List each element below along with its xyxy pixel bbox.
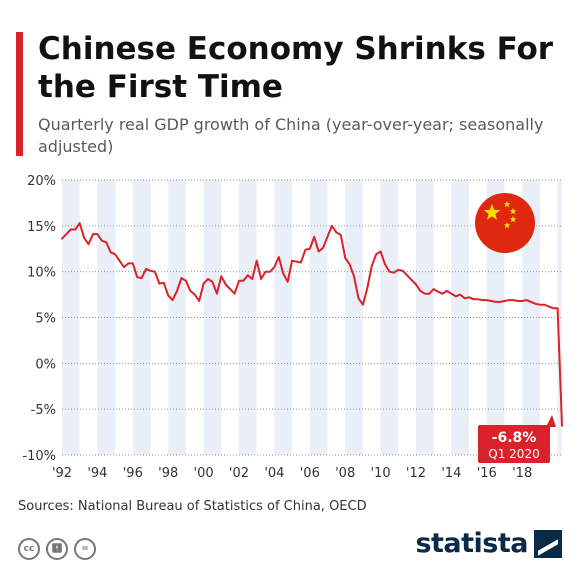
- x-tick-label: '04: [264, 466, 284, 481]
- statista-logo: statista: [415, 528, 562, 559]
- year-band: [309, 180, 328, 455]
- x-tick-label: '96: [123, 466, 143, 481]
- flag-small-star: [503, 201, 511, 208]
- china-flag-icon: [475, 193, 535, 253]
- x-tick-label: '10: [371, 466, 391, 481]
- x-tick-label: '14: [441, 466, 461, 481]
- year-band: [522, 180, 540, 455]
- flag-small-star: [503, 222, 511, 229]
- flag-big-star: [483, 204, 501, 220]
- gdp-growth-line-chart: 20%15%10%5%0%-5%-10% '92'94'96'98'00'02 '…: [22, 174, 563, 481]
- x-tick-label: '92: [52, 466, 72, 481]
- year-band: [274, 180, 293, 455]
- y-tick-label: 5%: [35, 312, 56, 327]
- last-value-callout: -6.8% Q1 2020: [478, 415, 556, 463]
- callout-pointer: [546, 415, 556, 427]
- flag-small-star: [509, 216, 517, 223]
- y-tick-label: -10%: [22, 449, 56, 464]
- year-band: [451, 180, 470, 455]
- x-tick-label: '02: [229, 466, 249, 481]
- y-tick-label: -5%: [31, 403, 56, 418]
- source-note: Sources: National Bureau of Statistics o…: [18, 499, 367, 514]
- gdp-series-line: [61, 222, 563, 427]
- year-band: [415, 180, 434, 455]
- x-tick-label: '06: [300, 466, 320, 481]
- flag-small-star: [509, 208, 517, 215]
- flag-stars: [483, 201, 517, 229]
- cc-icon: cc: [18, 538, 40, 560]
- year-band: [238, 180, 257, 455]
- y-tick-label: 15%: [27, 220, 56, 235]
- x-tick-label: '98: [158, 466, 178, 481]
- y-axis-ticks: 20% 15% 10% 5% 0% -5% -10%: [22, 174, 56, 464]
- page-subtitle: Quarterly real GDP growth of China (year…: [38, 115, 544, 156]
- year-band: [557, 180, 562, 455]
- x-tick-label: '00: [194, 466, 214, 481]
- y-tick-label: 0%: [35, 357, 56, 372]
- year-band: [97, 180, 116, 455]
- x-tick-label: '08: [335, 466, 355, 481]
- callout-box: [478, 425, 550, 463]
- x-axis-ticks: '92 '94 '96 '98 '00 '02 '04 '06 '08 '10 '12 '14 '16 '…: [52, 466, 532, 481]
- statista-mark-icon: [534, 529, 562, 558]
- x-tick-label: '94: [87, 466, 107, 481]
- attribution-icon: 🚹︎: [46, 538, 68, 560]
- noderivs-icon: =: [74, 538, 96, 560]
- x-tick-label: '18: [512, 466, 532, 481]
- x-tick-label: '12: [406, 466, 426, 481]
- callout-value: -6.8%: [492, 430, 537, 446]
- x-tick-label: '16: [477, 466, 497, 481]
- year-band: [62, 180, 80, 455]
- accent-bar: [16, 32, 23, 156]
- china-flag-circle: [475, 193, 535, 253]
- year-band: [168, 180, 186, 455]
- year-band: [132, 180, 151, 455]
- y-tick-label: 10%: [27, 266, 56, 281]
- grid-lines: [62, 179, 562, 456]
- callout-period: Q1 2020: [488, 447, 539, 461]
- page-title: Chinese Economy Shrinks For the First Ti…: [38, 31, 554, 105]
- license-icons: cc 🚹︎ =: [18, 538, 96, 560]
- y-tick-label: 20%: [27, 174, 56, 189]
- year-band: [345, 180, 363, 455]
- brand-wordmark: statista: [415, 528, 528, 559]
